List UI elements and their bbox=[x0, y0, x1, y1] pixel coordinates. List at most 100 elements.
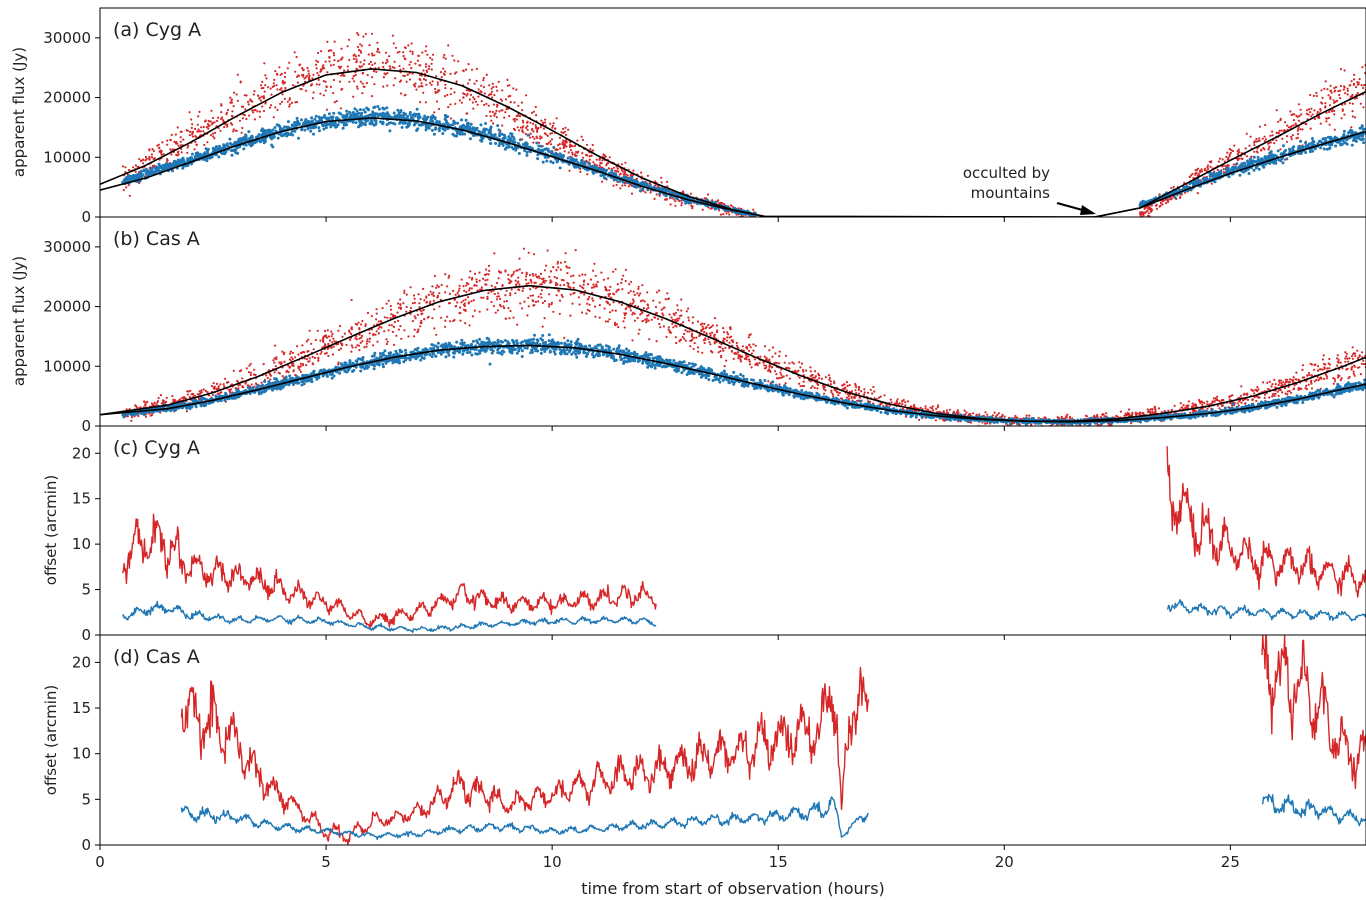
data-point bbox=[1316, 116, 1319, 119]
data-point bbox=[656, 317, 660, 320]
data-point bbox=[320, 350, 323, 353]
data-point bbox=[324, 126, 328, 130]
data-point bbox=[1301, 128, 1304, 131]
data-point bbox=[539, 126, 543, 129]
data-point bbox=[551, 124, 555, 127]
data-point bbox=[525, 150, 529, 154]
data-point bbox=[824, 376, 827, 379]
data-point bbox=[599, 297, 602, 300]
data-point bbox=[373, 112, 377, 116]
data-point bbox=[293, 129, 297, 133]
data-point bbox=[259, 99, 262, 102]
data-point bbox=[331, 341, 334, 344]
data-point bbox=[464, 322, 467, 325]
data-point bbox=[537, 148, 541, 152]
data-point bbox=[993, 411, 996, 414]
data-point bbox=[414, 82, 417, 85]
data-point bbox=[418, 74, 422, 77]
data-point bbox=[750, 366, 753, 369]
data-point bbox=[484, 122, 488, 125]
data-point bbox=[332, 92, 335, 95]
data-point bbox=[535, 135, 538, 138]
series-0-5-fit bbox=[100, 117, 1366, 217]
data-point bbox=[281, 350, 284, 353]
data-point bbox=[388, 65, 391, 68]
data-point bbox=[382, 107, 386, 111]
data-point bbox=[486, 295, 489, 298]
data-point bbox=[522, 131, 525, 134]
data-point bbox=[707, 338, 710, 341]
data-point bbox=[188, 134, 191, 137]
data-point bbox=[784, 382, 787, 385]
data-point bbox=[561, 153, 565, 157]
data-point bbox=[1148, 208, 1152, 211]
data-point bbox=[389, 308, 393, 311]
data-point bbox=[351, 120, 355, 124]
data-point bbox=[166, 143, 169, 146]
data-point bbox=[240, 105, 244, 108]
data-point bbox=[421, 117, 425, 121]
data-point bbox=[913, 403, 916, 407]
data-point bbox=[327, 49, 330, 53]
data-point bbox=[1340, 117, 1343, 120]
data-point bbox=[725, 212, 728, 215]
data-point bbox=[1358, 78, 1361, 81]
data-point bbox=[261, 80, 264, 83]
data-point bbox=[658, 301, 661, 304]
data-point bbox=[672, 198, 675, 201]
data-point bbox=[500, 132, 504, 136]
data-point bbox=[258, 97, 261, 100]
data-point bbox=[1128, 408, 1131, 411]
data-point bbox=[529, 121, 532, 124]
data-point bbox=[176, 160, 180, 164]
data-point bbox=[1237, 165, 1241, 169]
data-point bbox=[493, 114, 496, 117]
data-point bbox=[510, 139, 514, 143]
data-point bbox=[489, 141, 492, 145]
data-point bbox=[337, 363, 340, 366]
data-point bbox=[619, 172, 622, 175]
data-point bbox=[488, 110, 492, 113]
data-point bbox=[674, 200, 677, 203]
data-point bbox=[506, 78, 509, 81]
data-point bbox=[709, 332, 712, 335]
data-point bbox=[1183, 191, 1187, 194]
data-point bbox=[286, 100, 289, 103]
data-point bbox=[253, 118, 256, 121]
data-point bbox=[247, 130, 251, 134]
data-point bbox=[1236, 159, 1240, 162]
data-point bbox=[549, 143, 553, 146]
data-point bbox=[1319, 108, 1322, 111]
data-point bbox=[1240, 385, 1243, 388]
data-point bbox=[452, 119, 456, 123]
data-point bbox=[384, 73, 387, 76]
data-point bbox=[371, 76, 374, 79]
data-point bbox=[508, 317, 511, 320]
data-point bbox=[537, 295, 540, 298]
data-point bbox=[477, 88, 480, 91]
data-point bbox=[1237, 152, 1240, 155]
data-point bbox=[333, 101, 336, 104]
data-point bbox=[526, 120, 529, 123]
data-point bbox=[1246, 398, 1250, 401]
data-point bbox=[1352, 82, 1356, 85]
data-point bbox=[176, 151, 179, 154]
data-point bbox=[468, 98, 471, 101]
data-point bbox=[318, 129, 321, 133]
data-point bbox=[467, 89, 470, 92]
data-point bbox=[329, 64, 333, 67]
data-point bbox=[491, 96, 494, 99]
data-point bbox=[503, 133, 506, 137]
data-point bbox=[1362, 106, 1365, 109]
data-point bbox=[501, 124, 504, 127]
data-point bbox=[536, 157, 540, 161]
data-point bbox=[260, 95, 263, 98]
data-point bbox=[322, 127, 326, 131]
data-point bbox=[604, 288, 607, 291]
data-point bbox=[533, 281, 536, 284]
data-point bbox=[697, 350, 700, 353]
data-point bbox=[199, 130, 202, 133]
data-point bbox=[308, 74, 311, 77]
data-point bbox=[322, 340, 325, 343]
data-point bbox=[984, 411, 987, 414]
